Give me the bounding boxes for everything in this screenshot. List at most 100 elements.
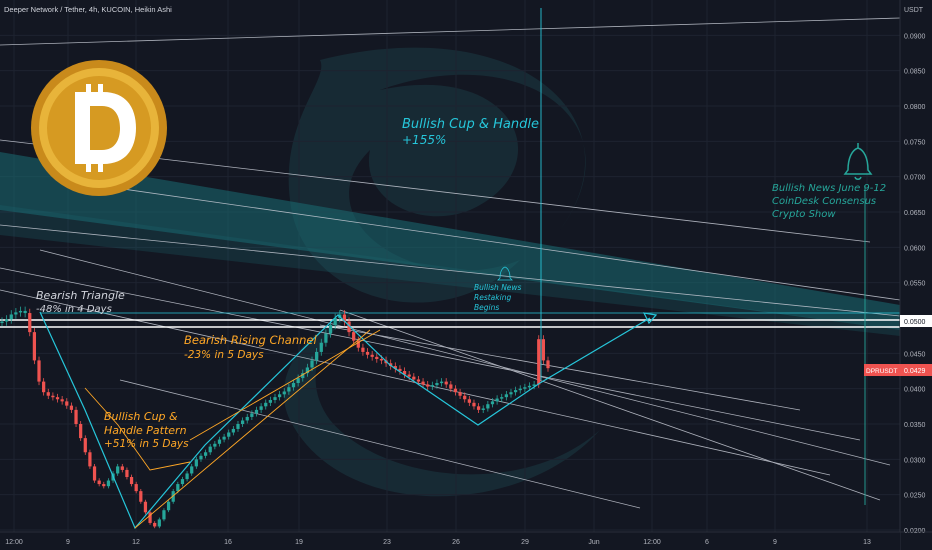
candle-body [199, 455, 203, 460]
y-tick-label: 0.0900 [904, 33, 926, 40]
candle-body [389, 363, 393, 367]
level-tag [900, 315, 932, 327]
candle-body [120, 466, 124, 470]
candle-body [259, 406, 263, 410]
y-tick-label: 0.0300 [904, 457, 926, 464]
candle-body [435, 383, 439, 386]
candle-body [328, 325, 333, 334]
restake-2: Restaking [474, 293, 511, 302]
candle-body [301, 373, 305, 379]
last-price-tag [900, 364, 932, 376]
time-axis[interactable] [0, 532, 900, 550]
axis-unit: USDT [904, 7, 924, 14]
candle-body [102, 484, 106, 487]
candle-body [74, 409, 78, 424]
candle-body [0, 321, 4, 324]
candle-body [375, 356, 379, 359]
x-tick-label: 12:00 [5, 539, 23, 546]
candle-body [407, 374, 411, 377]
candle-body [532, 384, 536, 386]
candle-body [490, 401, 495, 405]
x-tick-label: 13 [863, 539, 871, 546]
candle-body [236, 424, 240, 429]
candle-body [264, 402, 268, 407]
candle-body [546, 360, 550, 369]
candle-body [402, 371, 407, 375]
x-tick-label: 23 [383, 539, 391, 546]
candle-body [185, 473, 189, 480]
x-tick-label: 26 [452, 539, 460, 546]
rising-channel-lower [134, 329, 371, 529]
last-price-text: 0.0429 [904, 368, 926, 375]
candle-body [361, 347, 365, 352]
bearish-triangle-leg [39, 311, 541, 530]
cup-projection [539, 317, 651, 384]
candle-body [46, 392, 50, 396]
candle-body [9, 314, 13, 320]
price-axis[interactable] [900, 0, 932, 550]
candle-body [472, 402, 476, 407]
candle-body [222, 436, 226, 440]
candle-body [370, 354, 374, 357]
candle-body [509, 392, 513, 395]
candle-body [278, 394, 282, 398]
candle-body [439, 381, 444, 384]
cup-small-3: +51% in 5 Days [104, 438, 189, 450]
y-tick-label: 0.0850 [904, 69, 926, 76]
candle-body [504, 394, 508, 398]
candle-body [449, 384, 453, 389]
candle-body [254, 409, 259, 414]
x-tick-label: Jun [588, 539, 599, 546]
candle-body [203, 452, 208, 456]
candle-body [463, 395, 467, 400]
restake-1: Bullish News [474, 283, 522, 292]
candle-body [352, 332, 356, 341]
candle-body [18, 310, 23, 313]
y-tick-label: 0.0400 [904, 387, 926, 394]
candle-body [148, 512, 152, 523]
x-tick-label: 6 [705, 539, 709, 546]
candle-body [88, 452, 92, 467]
candle-body [171, 491, 175, 502]
candle-body [157, 519, 161, 527]
small-cup-line [84, 387, 191, 471]
candle-body [412, 376, 416, 380]
candle-body [518, 388, 522, 391]
candle-body [398, 368, 402, 371]
candle-body [92, 466, 97, 481]
candle-body [23, 310, 27, 314]
candle-body [60, 399, 64, 402]
candle-body [79, 424, 83, 439]
candle-body [319, 342, 323, 352]
candle-body [83, 438, 87, 453]
candle-body [51, 395, 55, 398]
channel-pct: -23% in 5 Days [184, 349, 264, 361]
candle-body [347, 321, 351, 333]
candle-body [139, 491, 143, 502]
candle-body [28, 313, 32, 333]
x-axis-ticks: 12:00 9 12 16 19 23 26 29 Jun 12:00 6 9 13 [5, 539, 871, 546]
candle-body [421, 381, 425, 385]
candle-body [481, 408, 485, 410]
x-tick-label: 12:00 [643, 539, 661, 546]
restake-3: Begins [474, 303, 499, 312]
candle-body [541, 339, 545, 361]
candle-body [486, 404, 490, 409]
news-line3: Crypto Show [772, 209, 836, 220]
y-axis-ticks: 0.0900 0.0850 0.0800 0.0750 0.0700 0.0650 0.06… [904, 33, 926, 535]
candle-body [143, 501, 148, 513]
candle-body [32, 332, 37, 361]
news-line2: CoinDesk Consensus [772, 196, 876, 207]
candle-body [430, 385, 434, 387]
x-tick-label: 9 [773, 539, 777, 546]
candle-body [176, 484, 180, 492]
candle-body [134, 484, 138, 492]
candle-body [217, 439, 222, 444]
triangle-pct: -48% in 4 Days [36, 304, 112, 315]
x-tick-label: 19 [295, 539, 303, 546]
candle-body [324, 333, 328, 343]
candle-body [379, 358, 384, 361]
x-tick-label: 29 [521, 539, 529, 546]
candle-body [208, 446, 212, 453]
